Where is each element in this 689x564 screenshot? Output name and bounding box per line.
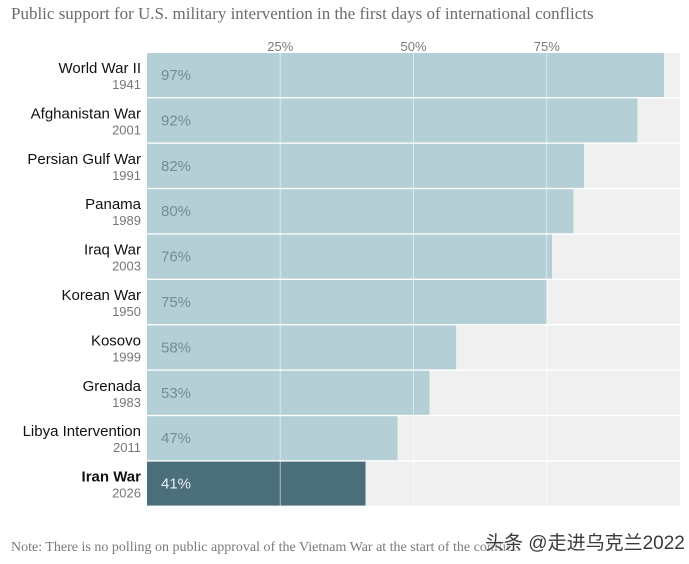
- category-label: Iran War: [82, 469, 142, 486]
- year-label: 2026: [112, 486, 141, 501]
- year-label: 1950: [112, 304, 141, 319]
- value-label: 97%: [161, 67, 191, 84]
- bar: [147, 53, 665, 97]
- category-label: Iraq War: [84, 242, 141, 259]
- bar: [147, 370, 430, 415]
- year-label: 1983: [112, 395, 141, 410]
- category-label: Persian Gulf War: [27, 151, 141, 168]
- bar: [147, 280, 547, 324]
- category-label: Kosovo: [91, 332, 141, 349]
- year-label: 2001: [112, 122, 141, 137]
- value-label: 80%: [161, 203, 191, 220]
- year-label: 1999: [112, 349, 141, 364]
- year-label: 1989: [112, 213, 141, 228]
- year-label: 2011: [113, 440, 141, 455]
- value-label: 58%: [161, 339, 191, 356]
- value-label: 53%: [161, 385, 191, 402]
- bar: [147, 143, 585, 188]
- x-tick-label: 75%: [534, 39, 560, 54]
- bar: [147, 189, 574, 234]
- bar: [147, 98, 638, 143]
- value-label: 41%: [161, 476, 191, 493]
- bar: [147, 416, 398, 461]
- year-label: 2003: [112, 259, 141, 274]
- category-label: Panama: [85, 196, 142, 213]
- value-label: 82%: [161, 158, 191, 175]
- year-label: 1941: [112, 77, 141, 92]
- x-tick-label: 50%: [400, 39, 426, 54]
- x-tick-label: 25%: [267, 39, 293, 54]
- bar: [147, 461, 366, 506]
- value-label: 75%: [161, 294, 191, 311]
- value-label: 92%: [161, 112, 191, 129]
- category-label: Korean War: [62, 287, 141, 304]
- bar: [147, 234, 553, 279]
- year-label: 1991: [112, 168, 141, 183]
- watermark: 头条 @走进乌克兰2022: [485, 533, 685, 554]
- value-label: 76%: [161, 249, 191, 266]
- category-label: Libya Intervention: [23, 423, 141, 440]
- category-label: Grenada: [83, 378, 142, 395]
- category-label: World War II: [58, 60, 141, 77]
- bar: [147, 325, 457, 370]
- chart-title: Public support for U.S. military interve…: [11, 4, 594, 23]
- category-label: Afghanistan War: [31, 105, 141, 122]
- chart-note: Note: There is no polling on public appr…: [11, 540, 520, 555]
- value-label: 47%: [161, 430, 191, 447]
